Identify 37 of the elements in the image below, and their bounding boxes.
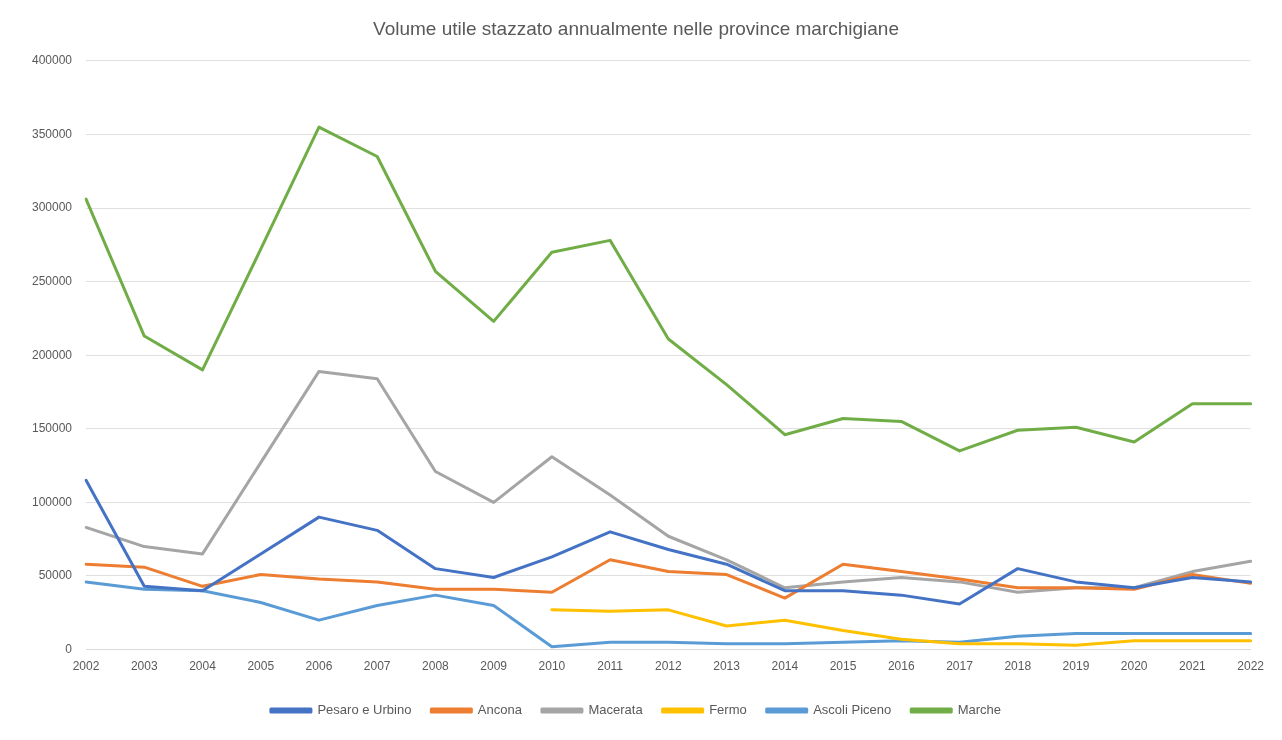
x-tick-label: 2009 <box>480 659 508 674</box>
x-tick-label: 2006 <box>305 659 333 674</box>
x-tick-label: 2010 <box>538 659 566 674</box>
legend-label: Ascoli Piceno <box>813 702 892 718</box>
x-tick-label: 2017 <box>946 659 974 674</box>
x-tick-label: 2020 <box>1120 659 1148 674</box>
x-tick-label: 2005 <box>247 659 275 674</box>
x-tick-label: 2007 <box>363 659 391 674</box>
x-tick-label: 2002 <box>72 659 100 674</box>
chart-title: Volume utile stazzato annualmente nelle province marchigiane <box>373 17 899 39</box>
x-tick-label: 2018 <box>1004 659 1032 674</box>
x-tick-label: 2016 <box>887 659 915 674</box>
legend-label: Ancona <box>477 702 523 718</box>
legend-label: Pesaro e Urbino <box>317 702 412 718</box>
y-tick-label: 200000 <box>32 347 73 362</box>
x-tick-label: 2004 <box>189 659 217 674</box>
x-tick-label: 2014 <box>771 659 799 674</box>
y-tick-label: 50000 <box>38 568 73 583</box>
x-tick-label: 2012 <box>655 659 683 674</box>
y-tick-label: 150000 <box>32 421 73 436</box>
x-tick-label: 2008 <box>422 659 450 674</box>
x-tick-label: 2015 <box>829 659 857 674</box>
y-tick-label: 100000 <box>32 494 73 509</box>
legend-label: Fermo <box>709 702 747 718</box>
x-tick-label: 2003 <box>130 659 158 674</box>
y-tick-label: 350000 <box>32 126 73 141</box>
x-tick-label: 2011 <box>597 659 624 674</box>
y-tick-label: 400000 <box>32 53 73 68</box>
legend-label: Macerata <box>588 702 644 718</box>
y-tick-label: 300000 <box>32 200 73 215</box>
legend-label: Marche <box>957 702 1002 718</box>
x-tick-label: 2022 <box>1237 659 1265 674</box>
x-tick-label: 2021 <box>1179 659 1207 674</box>
x-tick-label: 2013 <box>713 659 741 674</box>
y-tick-label: 0 <box>65 641 73 656</box>
x-tick-label: 2019 <box>1062 659 1090 674</box>
y-tick-label: 250000 <box>32 273 73 288</box>
